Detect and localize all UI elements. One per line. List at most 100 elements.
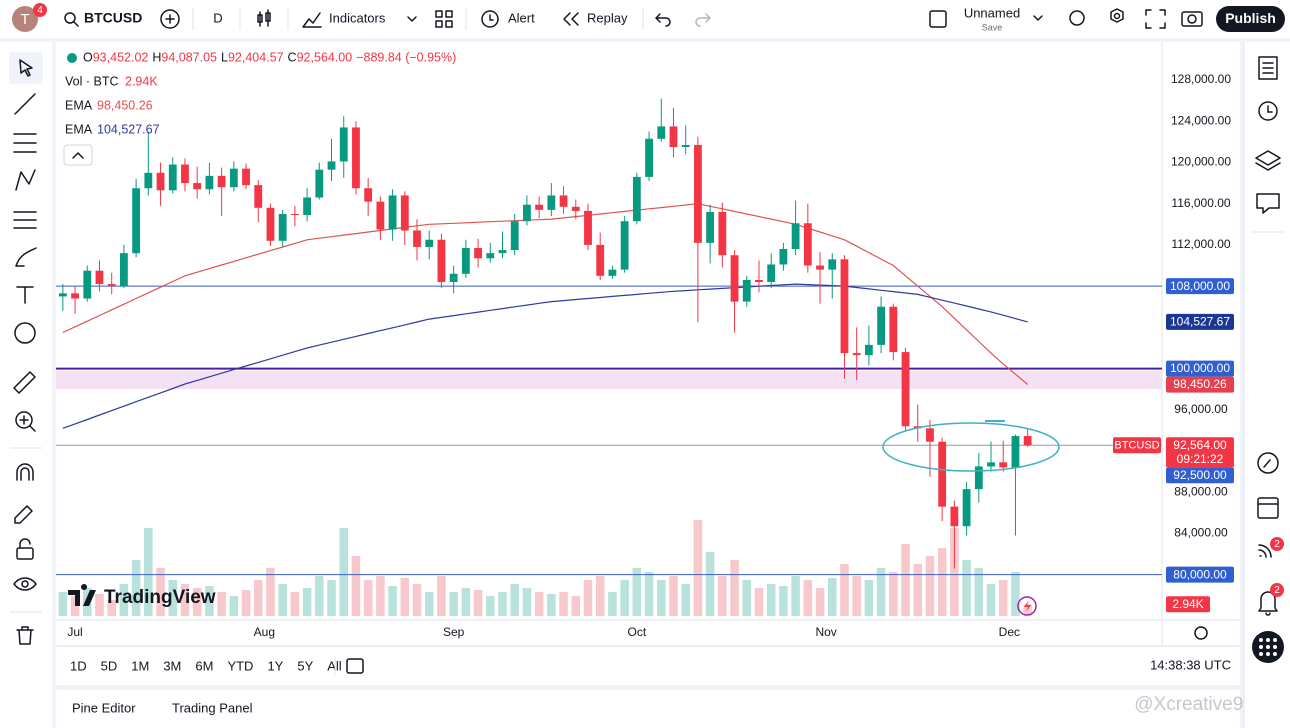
ohlc-value: 94,087.05 (161, 50, 217, 64)
highlight-zone (56, 371, 1162, 389)
range-button[interactable]: YTD (227, 658, 253, 673)
prediction-tool[interactable] (13, 211, 37, 229)
range-button[interactable]: 1M (131, 658, 149, 673)
candle-body (584, 210, 592, 245)
interval[interactable]: D (213, 10, 222, 25)
chart-type-icon[interactable] (257, 9, 271, 27)
candle-body (168, 164, 177, 191)
emoji-tool[interactable] (14, 322, 36, 344)
lock-tool[interactable] (16, 547, 34, 560)
candle-body (474, 248, 482, 259)
volume-bar (400, 578, 410, 616)
settings-icon[interactable] (1110, 8, 1124, 23)
volume-bar (95, 594, 104, 616)
chat-icon[interactable] (1256, 193, 1280, 214)
volume-legend-value: 2.94K (125, 74, 158, 88)
text-tool[interactable] (16, 286, 34, 304)
pattern-tool[interactable] (15, 169, 36, 191)
replay-icon[interactable] (563, 12, 579, 26)
collapse-legend[interactable] (63, 144, 93, 166)
magnet-tool[interactable] (16, 463, 34, 481)
range-button[interactable]: 6M (195, 658, 213, 673)
avatar[interactable] (12, 6, 38, 32)
volume-bar (315, 576, 324, 616)
candle-body (559, 195, 568, 207)
volume-bar (791, 576, 800, 616)
alert-icon[interactable] (481, 10, 499, 28)
panel-tab[interactable]: Pine Editor (72, 700, 136, 715)
delete-tool[interactable] (16, 626, 34, 645)
quick-search-icon[interactable] (1069, 10, 1085, 26)
axis-settings[interactable] (1194, 626, 1208, 640)
volume-bar (144, 528, 153, 616)
cursor-tool[interactable] (19, 59, 33, 77)
candle-body (132, 188, 141, 254)
indicators-icon[interactable] (302, 12, 322, 28)
alerts-icon[interactable] (1258, 101, 1278, 121)
volume-badge-label: 2.94K (1172, 597, 1203, 611)
volume-bar (388, 586, 397, 616)
brush-tool[interactable] (15, 247, 37, 267)
layers-icon[interactable] (1255, 150, 1281, 171)
lock-draw-tool[interactable] (14, 505, 33, 524)
candle-body (278, 213, 287, 241)
range-button[interactable]: 5D (101, 658, 118, 673)
price-badge (1166, 376, 1234, 393)
x-tick-label: Jul (67, 625, 82, 639)
panel-tab[interactable]: Trading Panel (172, 700, 253, 715)
replay-button[interactable]: Replay (587, 10, 628, 25)
volume-bar (559, 592, 568, 616)
range-button[interactable]: 1D (70, 658, 87, 673)
watchlist-icon[interactable] (1258, 56, 1278, 80)
range-button[interactable]: 1Y (267, 658, 283, 673)
add-symbol[interactable] (160, 9, 180, 29)
layout-checkbox[interactable] (929, 10, 947, 28)
zoom-tool (19, 415, 36, 432)
undo-icon[interactable] (655, 13, 671, 27)
candle-body (425, 239, 434, 247)
clock[interactable]: 14:38:38 UTC (1150, 657, 1231, 672)
technicals-icon[interactable] (1257, 452, 1279, 474)
zoom-tool[interactable] (15, 411, 33, 429)
date-range-icon[interactable] (346, 658, 364, 674)
symbol[interactable]: BTCUSD (84, 10, 142, 26)
ai-icon[interactable] (1017, 596, 1037, 616)
candle-body (706, 211, 715, 243)
volume-bar (937, 548, 947, 616)
redo-icon[interactable] (695, 13, 711, 27)
volume-bar (925, 556, 935, 616)
search-icon[interactable] (64, 12, 76, 24)
ema-line (62, 203, 1029, 385)
ruler-tool[interactable] (13, 371, 36, 394)
candle-body (962, 489, 971, 527)
range-button[interactable]: 5Y (297, 658, 313, 673)
volume-bar (290, 592, 300, 616)
volume-bar (412, 584, 422, 616)
save-label[interactable]: Save (982, 22, 1003, 32)
fib-tool[interactable] (13, 133, 37, 153)
layouts-icon[interactable] (435, 10, 453, 28)
alert-button[interactable]: Alert (508, 10, 535, 25)
lock-tool (19, 538, 31, 549)
indicators-button[interactable]: Indicators (329, 10, 386, 25)
x-tick-label: Oct (628, 625, 647, 639)
candle-body (229, 168, 238, 188)
volume-bar (608, 592, 617, 616)
top-bar (0, 0, 1290, 38)
snapshot-icon[interactable] (1181, 11, 1203, 27)
calendar-icon[interactable] (1257, 497, 1279, 519)
visibility-tool[interactable] (13, 577, 37, 591)
volume-bar (339, 528, 349, 616)
candle-body (852, 353, 861, 356)
fullscreen-icon[interactable] (1145, 9, 1166, 29)
range-button[interactable]: 3M (163, 658, 181, 673)
news-icon[interactable] (1258, 544, 1272, 558)
candle-body (889, 306, 898, 353)
publish-button[interactable] (1216, 6, 1285, 32)
price-badge-label: 92,500.00 (1173, 468, 1227, 482)
apps-dots (1259, 638, 1277, 656)
volume-bar (241, 590, 251, 616)
layout-name[interactable]: Unnamed (964, 5, 1020, 20)
candle-body (571, 206, 580, 211)
trendline-tool[interactable] (14, 93, 36, 115)
